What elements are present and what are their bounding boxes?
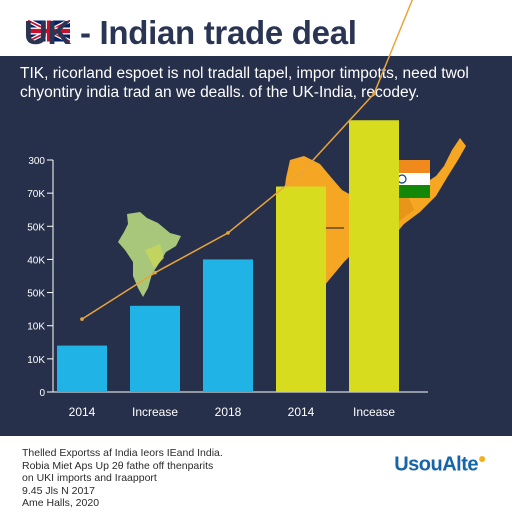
y-tick-label: 0 (39, 388, 45, 399)
subtitle: TIK, ricorland espoet is nol tradall tap… (20, 65, 469, 101)
trend-point (372, 91, 376, 96)
trend-point (226, 231, 230, 235)
brand-name: UsouAlte (394, 453, 479, 476)
bar (130, 305, 180, 392)
title-lead: UK (24, 14, 72, 51)
footer-line: 9.45 Jls N 2017 (22, 484, 95, 497)
y-tick-label: 50K (27, 222, 45, 233)
y-tick-label: 50K (27, 289, 45, 300)
y-tick-label: 300 (28, 156, 45, 167)
x-tick-label: 2018 (215, 405, 242, 419)
x-tick-label: 2014 (69, 405, 96, 419)
footer-line: Thelled Exportss af India Ieors IEand In… (22, 447, 223, 459)
footer-source: Thelled Exportss af India Ieors IEand In… (22, 447, 223, 510)
y-tick-label: 40K (27, 255, 45, 266)
title-text: - Indian trade deal (71, 14, 357, 51)
trend-line (81, 0, 414, 320)
bar-chart: 0 10K 10K 50K 40K 50K 70K 300 2014 Increase 2018 2… (27, 0, 466, 419)
brand-dot-icon: ● (478, 450, 486, 466)
footer-line: on UKI imports and Iraapport (22, 472, 157, 485)
y-tick-label: 70K (27, 189, 45, 200)
footer-line: Ame Halls, 2020 (22, 497, 100, 510)
x-tick-label: Increase (132, 405, 178, 419)
page-title: UK - Indian trade deal (24, 14, 357, 52)
bar (203, 259, 253, 392)
header-bar: UK - Indian trade deal (0, 0, 512, 56)
trend-point (153, 270, 157, 275)
x-tick-label: 2014 (288, 405, 315, 419)
trend-point (80, 317, 84, 321)
bar (276, 186, 326, 392)
bar (57, 345, 107, 392)
trend-point (299, 171, 303, 176)
footer-line: Robia Miet Aps Up 2θ fathe off thenparit… (22, 459, 214, 472)
uk-flag-icon (28, 18, 70, 44)
y-tick-label: 10K (27, 322, 45, 333)
x-tick-label: Incease (353, 405, 395, 419)
bar (349, 120, 399, 392)
brand-logo: UsouAlte● (394, 450, 486, 477)
y-tick-label: 10K (27, 355, 45, 366)
india-map-small-icon (118, 212, 181, 297)
